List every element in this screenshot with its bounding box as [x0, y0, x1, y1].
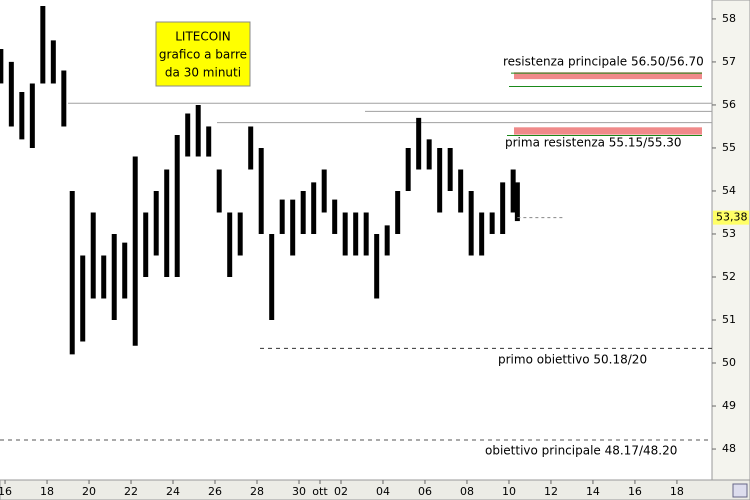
y-tick-label: 50 [722, 356, 736, 369]
x-tick-label: 28 [250, 485, 264, 498]
y-tick-label: 56 [722, 98, 736, 111]
x-tick-label: 26 [208, 485, 222, 498]
y-tick-label: 51 [722, 313, 736, 326]
x-tick-label: 10 [502, 485, 516, 498]
annotation: primo obiettivo 50.18/20 [498, 353, 647, 367]
y-tick-label: 58 [722, 12, 736, 25]
annotation: resistenza principale 56.50/56.70 [503, 55, 704, 69]
x-tick-label: 18 [40, 485, 54, 498]
y-tick-label: 54 [722, 184, 736, 197]
resistance-band [514, 127, 702, 135]
x-tick-label: ott [312, 485, 328, 498]
x-tick-label: 24 [166, 485, 180, 498]
scroll-button[interactable] [732, 483, 748, 498]
resistance-band [514, 72, 702, 80]
x-tick-label: 18 [670, 485, 684, 498]
y-tick-label: 57 [722, 55, 736, 68]
x-tick-label: 12 [544, 485, 558, 498]
chart-title: LITECOIN [175, 30, 230, 44]
x-tick-label: 02 [334, 485, 348, 498]
x-tick-label: 08 [460, 485, 474, 498]
y-tick-label: 53 [722, 227, 736, 240]
x-tick-label: 16 [628, 485, 642, 498]
chart-title: da 30 minuti [165, 66, 241, 80]
x-tick-label: 06 [418, 485, 432, 498]
title-box [155, 21, 251, 87]
last-price-label: 53,38 [716, 211, 748, 224]
x-tick-label: 14 [586, 485, 600, 498]
x-tick-label: 22 [124, 485, 138, 498]
x-tick-label: 16 [0, 485, 12, 498]
time-axis [0, 479, 750, 500]
y-tick-label: 52 [722, 270, 736, 283]
x-tick-label: 04 [376, 485, 390, 498]
y-tick-label: 55 [722, 141, 736, 154]
annotation: obiettivo principale 48.17/48.20 [485, 444, 677, 458]
chart-title: grafico a barre [159, 48, 247, 62]
x-tick-label: 20 [82, 485, 96, 498]
y-tick-label: 49 [722, 399, 736, 412]
last-price-box [713, 210, 749, 225]
annotation: prima resistenza 55.15/55.30 [505, 136, 682, 150]
price-axis [711, 0, 750, 481]
x-tick-label: 30 [292, 485, 306, 498]
y-tick-label: 48 [722, 442, 736, 455]
